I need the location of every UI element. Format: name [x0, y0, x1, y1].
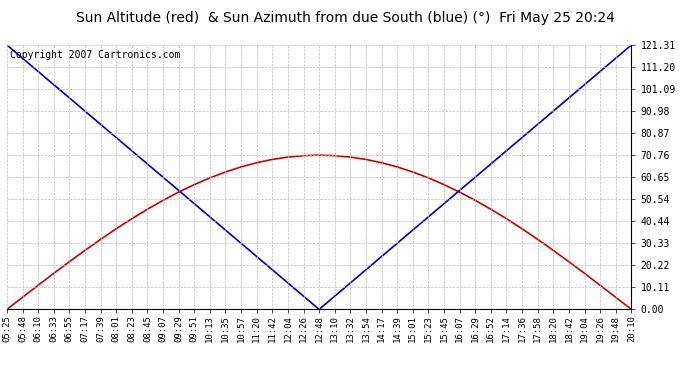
Text: Sun Altitude (red)  & Sun Azimuth from due South (blue) (°)  Fri May 25 20:24: Sun Altitude (red) & Sun Azimuth from du…	[76, 11, 614, 25]
Text: Copyright 2007 Cartronics.com: Copyright 2007 Cartronics.com	[10, 50, 180, 60]
